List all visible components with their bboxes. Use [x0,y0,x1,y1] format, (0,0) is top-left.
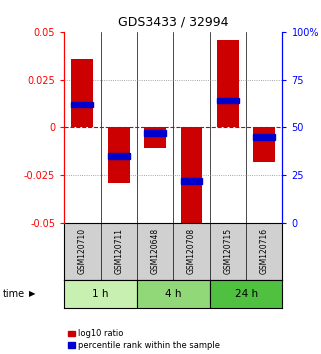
Bar [217,40,239,127]
Text: GDS3433 / 32994: GDS3433 / 32994 [118,16,229,29]
Bar [181,178,203,184]
Text: GSM120710: GSM120710 [78,228,87,274]
Text: GSM120715: GSM120715 [223,228,232,274]
Text: GSM120711: GSM120711 [114,228,123,274]
Bar [181,127,203,227]
Text: 4 h: 4 h [165,289,182,299]
Text: 24 h: 24 h [235,289,258,299]
Text: GSM120648: GSM120648 [151,228,160,274]
Text: GSM120708: GSM120708 [187,228,196,274]
Bar [217,98,239,103]
Bar [108,153,130,159]
Bar [108,127,130,183]
Bar [72,59,93,127]
Legend: log10 ratio, percentile rank within the sample: log10 ratio, percentile rank within the … [68,329,221,350]
Text: ▶: ▶ [29,289,35,298]
Text: time: time [3,289,25,299]
Bar [72,102,93,107]
Bar [253,134,275,140]
Bar [144,127,166,148]
Text: GSM120716: GSM120716 [260,228,269,274]
Bar [210,280,282,308]
Bar [253,127,275,162]
Bar [64,280,137,308]
Text: 1 h: 1 h [92,289,109,299]
Bar [137,280,210,308]
Bar [144,131,166,136]
